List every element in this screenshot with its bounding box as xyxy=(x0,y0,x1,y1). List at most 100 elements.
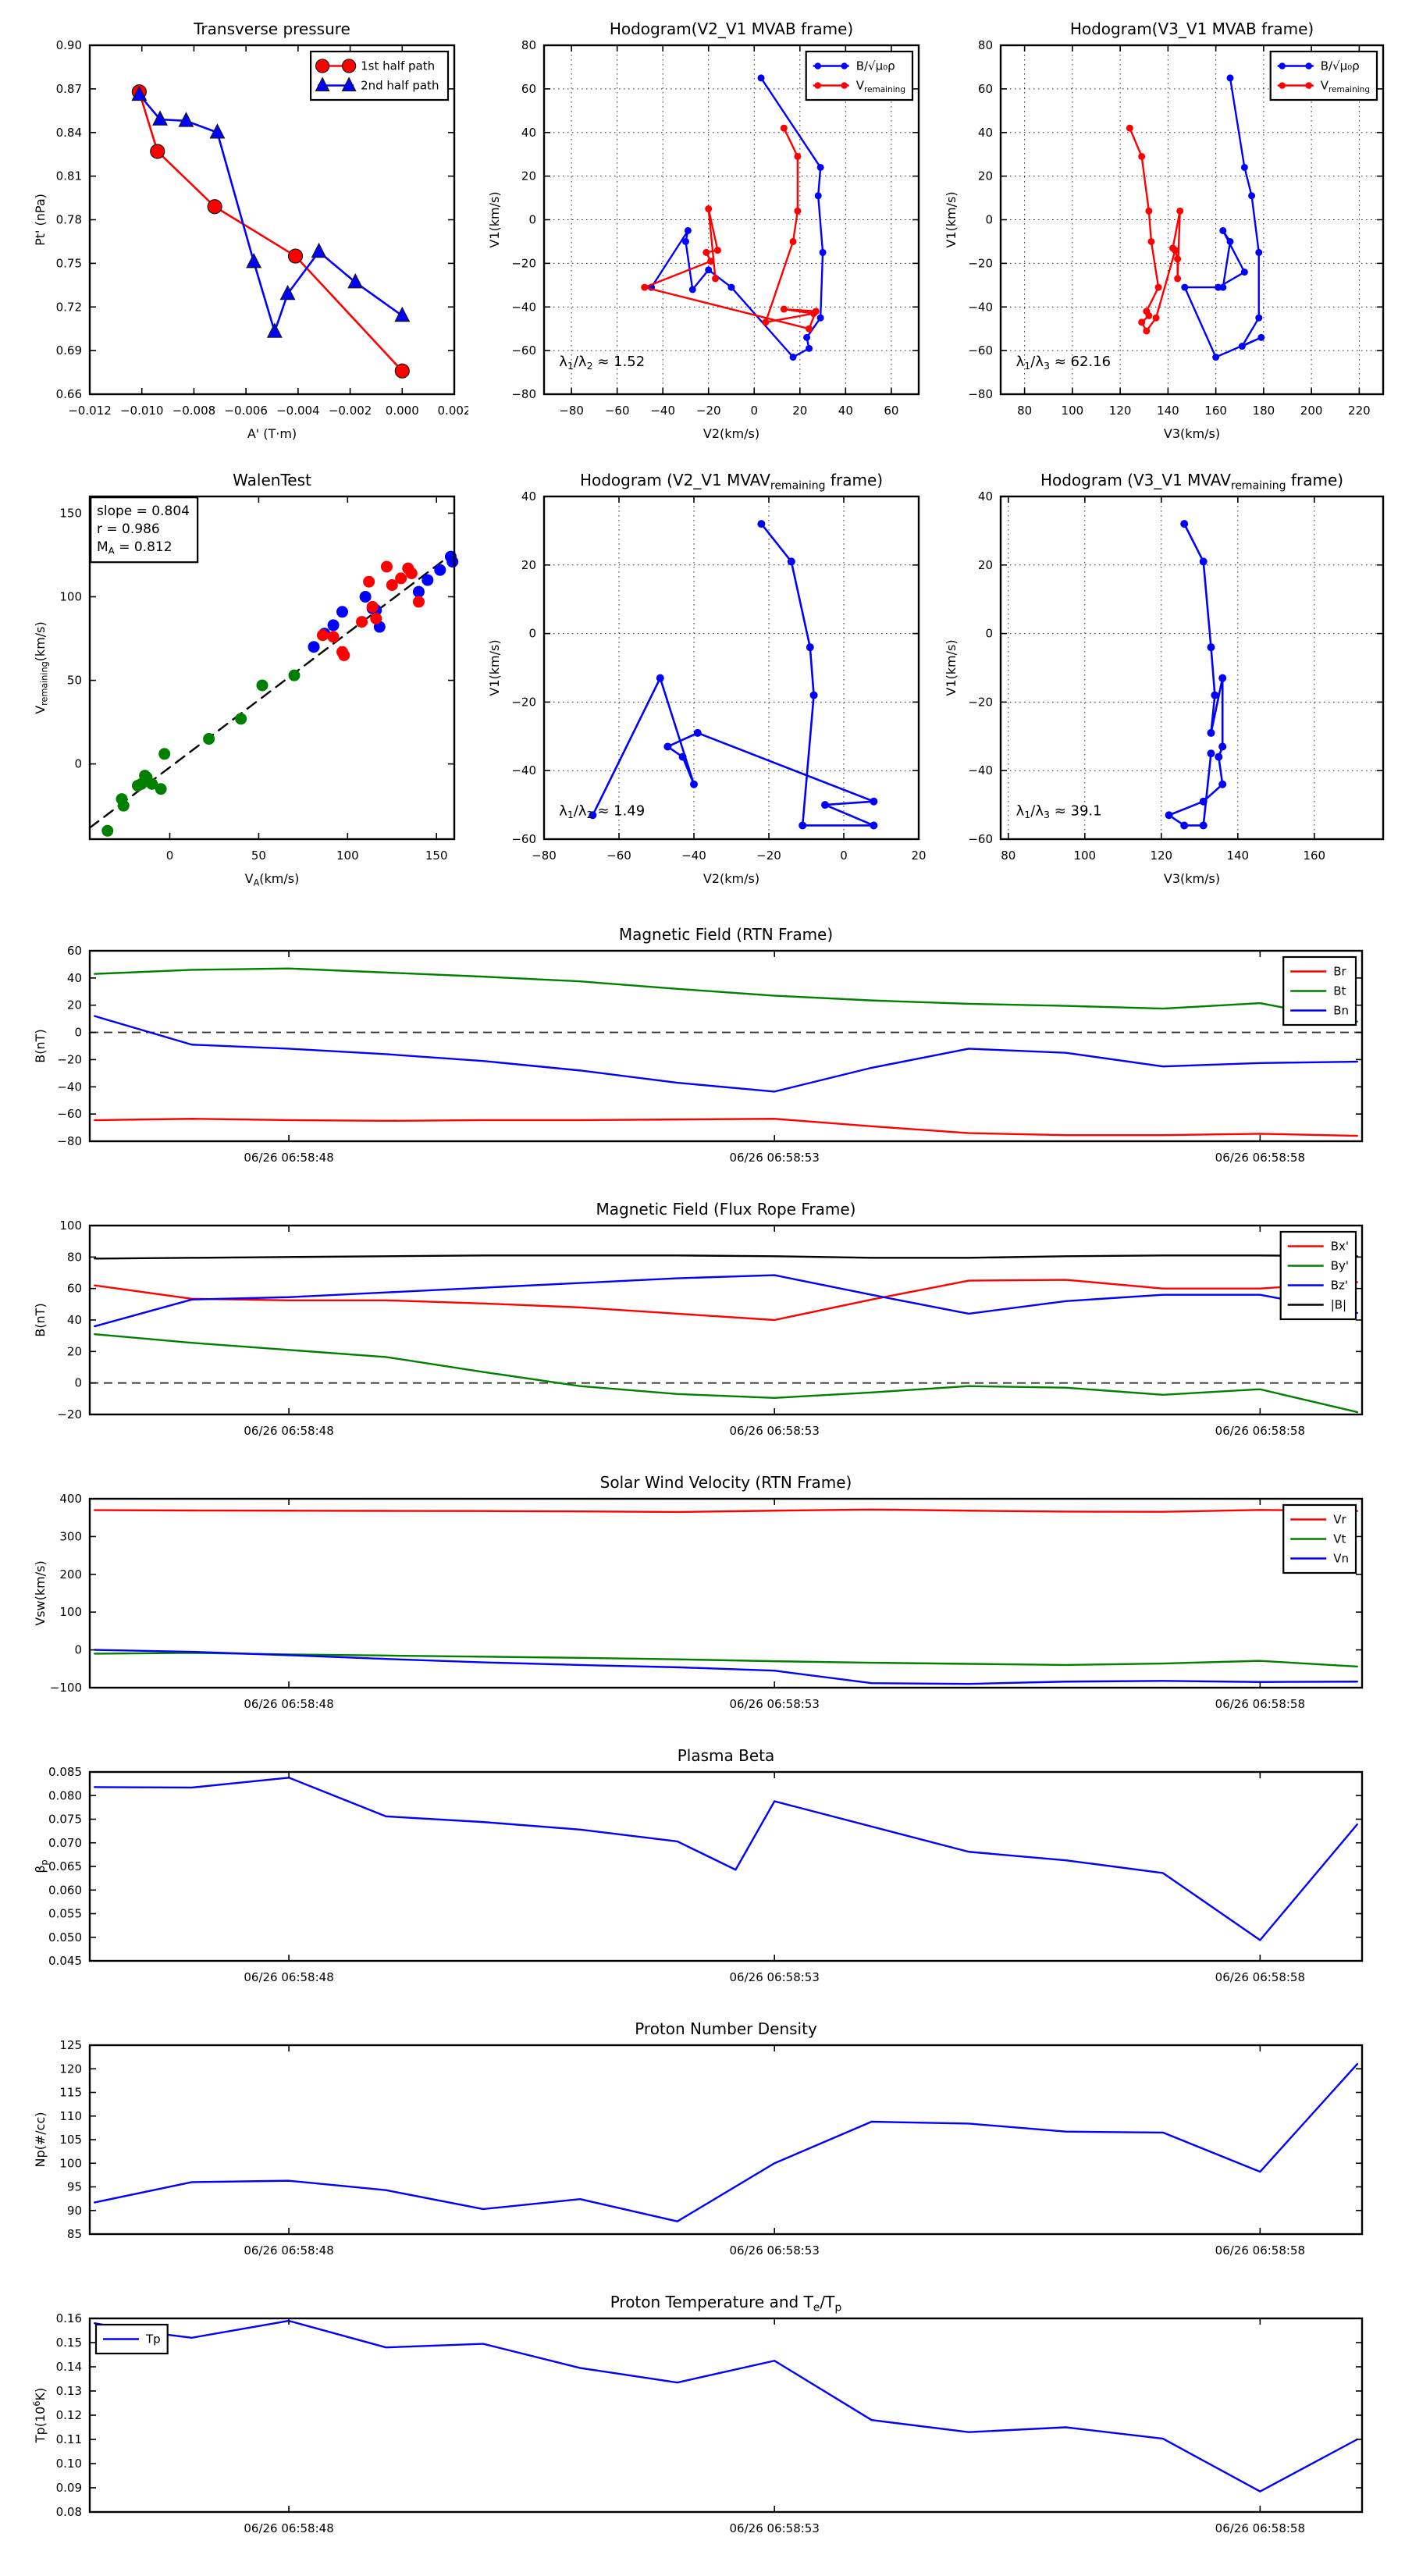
y-tick-label: 50 xyxy=(67,674,82,688)
legend-label: Bx' xyxy=(1331,1240,1349,1254)
y-tick-label: 20 xyxy=(978,558,993,572)
marker xyxy=(1154,283,1162,291)
x-tick-label: 06/26 06:58:48 xyxy=(244,1697,333,1711)
y-tick-label: 115 xyxy=(59,2086,82,2100)
plot-border xyxy=(999,495,1385,841)
marker xyxy=(870,821,878,830)
chart-title: Plasma Beta xyxy=(678,1746,775,1765)
series-vt xyxy=(94,1652,1358,1668)
y-tick-label: 20 xyxy=(978,169,993,183)
y-tick-label: −80 xyxy=(968,387,993,401)
marker xyxy=(1211,691,1219,699)
y-tick-label: 0.085 xyxy=(48,1765,82,1779)
marker xyxy=(1305,62,1312,69)
y-tick-label: −20 xyxy=(511,256,536,270)
marker xyxy=(1218,742,1227,751)
legend-label: Vremaining xyxy=(1321,79,1370,94)
stats-line: r = 0.986 xyxy=(97,521,160,537)
marker xyxy=(131,85,148,101)
x-tick-label: 06/26 06:58:48 xyxy=(244,1151,333,1165)
marker xyxy=(203,733,215,745)
chart-title: Magnetic Field (Flux Rope Frame) xyxy=(596,1200,856,1219)
plot-border xyxy=(88,2044,1364,2236)
annotation: λ1/λ3 ≈ 39.1 xyxy=(1016,802,1102,820)
x-axis-label: A' (T·m) xyxy=(247,426,297,441)
y-tick-label: 0.08 xyxy=(56,2505,82,2519)
x-tick-label: 160 xyxy=(1204,404,1227,418)
y-tick-label: 0.12 xyxy=(56,2408,82,2422)
marker xyxy=(207,199,222,215)
x-tick-label: 0 xyxy=(840,849,848,863)
marker xyxy=(816,163,824,171)
chart-transverse-pressure: −0.012 −0.010 −0.008 −0.006 −0.004 −0.002 0.00… xyxy=(23,8,468,457)
series-by- xyxy=(94,1332,1358,1414)
x-tick-label: 80 xyxy=(1001,849,1016,863)
y-tick-label: 0.11 xyxy=(56,2432,82,2446)
marker xyxy=(155,783,167,795)
y-tick-label: 60 xyxy=(67,944,82,958)
marker xyxy=(727,283,735,291)
marker xyxy=(712,275,720,283)
chart-title: Hodogram(V2_V1 MVAB frame) xyxy=(610,20,853,38)
x-tick-label: −0.006 xyxy=(224,404,268,418)
marker xyxy=(757,520,766,528)
marker xyxy=(1238,343,1246,350)
series-red-points xyxy=(316,560,425,661)
marker xyxy=(1145,207,1153,215)
chart-title: Proton Temperature and Te/Tp xyxy=(610,2293,842,2314)
annotation: λ1/λ3 ≈ 62.16 xyxy=(1016,354,1111,372)
legend-label: By' xyxy=(1331,1259,1349,1273)
marker xyxy=(1126,124,1133,132)
marker xyxy=(1169,244,1176,252)
marker xyxy=(380,560,393,573)
y-axis-label: V1(km/s) xyxy=(944,191,959,247)
marker xyxy=(1215,753,1223,761)
marker xyxy=(394,306,411,322)
y-tick-label: 80 xyxy=(67,1250,82,1264)
c6-svg: 80 100 120 140 160 −60 −40 −20 0 20 40 Hodogram (V3… xyxy=(944,471,1385,886)
x-tick-label: −0.012 xyxy=(68,404,112,418)
chart-magnetic-field-flux-rope: 06/26 06:58:48 06/26 06:58:53 06/26 06:58:… xyxy=(23,1190,1374,1463)
annotation: λ1/λ2 ≈ 1.52 xyxy=(559,354,645,372)
marker xyxy=(707,258,715,265)
y-tick-label: 0 xyxy=(528,213,536,227)
y-tick-label: 0.75 xyxy=(56,256,82,270)
r8-svg: 06/26 06:58:48 06/26 06:58:53 06/26 06:58:… xyxy=(32,2293,1364,2535)
legend-label: B/√μ₀ρ xyxy=(1321,59,1360,73)
y-axis-label: V1(km/s) xyxy=(487,191,502,247)
marker xyxy=(1147,237,1155,245)
marker xyxy=(1257,333,1265,341)
marker xyxy=(1176,207,1184,215)
y-tick-label: 100 xyxy=(59,1219,82,1233)
legend-entries: Vr Vt Vn xyxy=(1290,1513,1349,1566)
marker xyxy=(1207,728,1215,737)
marker xyxy=(1199,797,1208,806)
y-tick-label: 110 xyxy=(59,2109,82,2123)
marker xyxy=(1207,643,1215,652)
r4-svg: 06/26 06:58:48 06/26 06:58:53 06/26 06:58:… xyxy=(33,1200,1364,1438)
c1-svg: −0.012 −0.010 −0.008 −0.006 −0.004 −0.002 0.00… xyxy=(33,20,468,441)
y-axis-label: Tp(106K) xyxy=(32,2388,48,2443)
plot-border xyxy=(88,1497,1364,1689)
legend-entries: Bx' By' Bz' |B| xyxy=(1287,1240,1349,1312)
x-axis-label: V3(km/s) xyxy=(1164,871,1220,886)
y-axis-label: V1(km/s) xyxy=(487,639,502,696)
series-1st-half-path xyxy=(131,84,410,379)
marker xyxy=(812,308,820,315)
marker xyxy=(803,333,811,341)
x-tick-label: 100 xyxy=(1062,404,1084,418)
legend-label: |B| xyxy=(1331,1298,1346,1312)
y-tick-label: 0.065 xyxy=(48,1859,82,1873)
y-tick-label: −100 xyxy=(50,1681,82,1695)
y-tick-label: 0.90 xyxy=(56,38,82,52)
y-tick-label: 0 xyxy=(528,627,536,641)
x-tick-label: 06/26 06:58:48 xyxy=(244,1424,333,1438)
y-tick-label: 60 xyxy=(978,82,993,96)
legend-box xyxy=(805,50,914,101)
chart-magnetic-field-rtn: 06/26 06:58:48 06/26 06:58:53 06/26 06:58:… xyxy=(23,915,1374,1190)
y-tick-label: −60 xyxy=(968,343,993,358)
marker xyxy=(1240,269,1248,276)
chart-proton-number-density: 06/26 06:58:48 06/26 06:58:53 06/26 06:58:… xyxy=(23,2009,1374,2282)
y-tick-label: 0.13 xyxy=(56,2384,82,2398)
x-tick-label: 06/26 06:58:58 xyxy=(1215,2243,1305,2258)
